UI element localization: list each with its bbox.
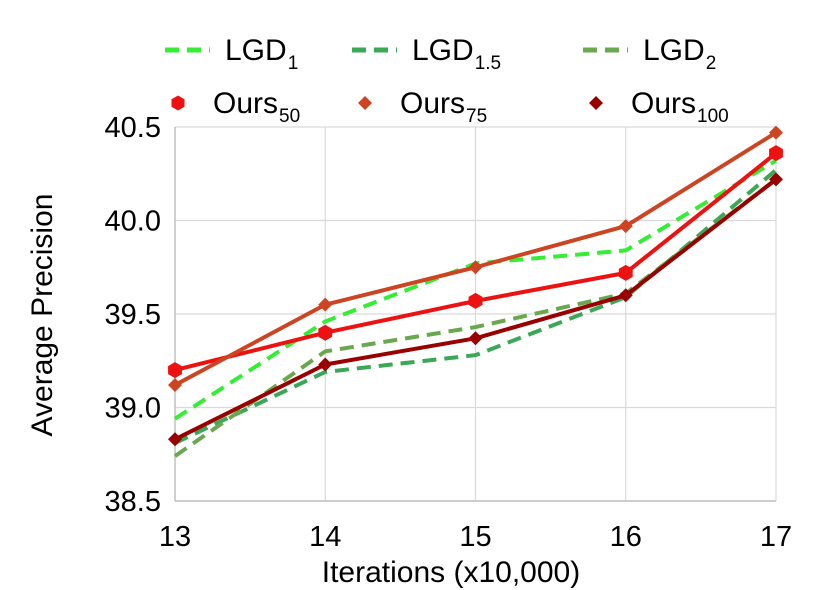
data-point-ours75 <box>318 297 333 312</box>
y-tick-label: 40.0 <box>105 206 161 238</box>
legend-label-lgd1: LGD1 <box>225 34 298 74</box>
legend-label-main: LGD <box>225 34 287 67</box>
y-tick-label: 39.0 <box>105 393 161 425</box>
legend-label-subscript: 50 <box>279 106 300 127</box>
legend-label-main: Ours <box>631 87 696 120</box>
grid <box>174 126 777 502</box>
data-point-ours100 <box>618 288 633 303</box>
data-point-ours100 <box>168 432 182 447</box>
x-tick-label: 17 <box>760 521 792 553</box>
series-ours50 <box>168 145 783 379</box>
series-ours100 <box>168 172 783 447</box>
legend-item-ours75: Ours75 <box>358 87 487 127</box>
data-point-ours75 <box>468 260 483 275</box>
tick-labels: 38.5 39.0 39.5 40.0 40.5 13 14 15 16 17 <box>105 112 793 553</box>
data-point-ours50 <box>168 362 182 379</box>
series-lgd15 <box>174 168 778 445</box>
data-point-ours50 <box>618 264 633 281</box>
legend-label-subscript: 2 <box>706 53 717 74</box>
data-point-ours75 <box>618 219 633 234</box>
y-tick-label: 40.5 <box>105 112 161 144</box>
data-point-ours75 <box>168 378 182 393</box>
legend-label-subscript: 75 <box>466 106 487 127</box>
data-point-ours100 <box>318 357 333 372</box>
x-tick-label: 14 <box>309 521 341 553</box>
data-point-ours75 <box>769 125 783 140</box>
data-point-ours100 <box>468 331 483 346</box>
legend-label-main: Ours <box>213 87 278 120</box>
legend-label-main: LGD <box>412 34 474 67</box>
data-point-ours50 <box>769 145 783 162</box>
y-axis-title: Average Precision <box>26 194 59 437</box>
data-point-ours50 <box>468 292 483 309</box>
series-group <box>168 125 783 458</box>
legend-label-ours50: Ours50 <box>213 87 300 127</box>
legend-label-lgd2: LGD2 <box>643 34 716 74</box>
legend-marker-ours50 <box>171 95 185 111</box>
x-axis-title: Iterations (x10,000) <box>322 556 580 589</box>
y-tick-label: 38.5 <box>105 486 161 518</box>
series-line-lgd15 <box>174 168 778 445</box>
legend-item-ours50: Ours50 <box>171 87 300 127</box>
legend-label-subscript: 1.5 <box>475 53 501 74</box>
legend-item-lgd2: LGD2 <box>583 34 716 74</box>
data-point-ours100 <box>769 172 783 187</box>
legend-label-subscript: 1 <box>288 53 299 74</box>
legend-item-lgd15: LGD1.5 <box>352 34 501 74</box>
x-tick-label: 13 <box>159 521 191 553</box>
legend-label-main: LGD <box>643 34 705 67</box>
legend-label-subscript: 100 <box>697 106 729 127</box>
series-ours75 <box>168 125 783 393</box>
legend-label-ours100: Ours100 <box>631 87 729 127</box>
y-tick-label: 39.5 <box>105 299 161 331</box>
legend-label-main: Ours <box>400 87 465 120</box>
x-tick-label: 16 <box>610 521 642 553</box>
legend-marker-ours100 <box>589 96 603 110</box>
legend-marker-ours75 <box>358 96 372 110</box>
data-point-ours50 <box>318 324 333 341</box>
legend-item-lgd1: LGD1 <box>165 34 298 74</box>
legend-item-ours100: Ours100 <box>589 87 729 127</box>
legend-label-ours75: Ours75 <box>400 87 487 127</box>
legend-label-lgd15: LGD1.5 <box>412 34 501 74</box>
x-tick-label: 15 <box>459 521 491 553</box>
